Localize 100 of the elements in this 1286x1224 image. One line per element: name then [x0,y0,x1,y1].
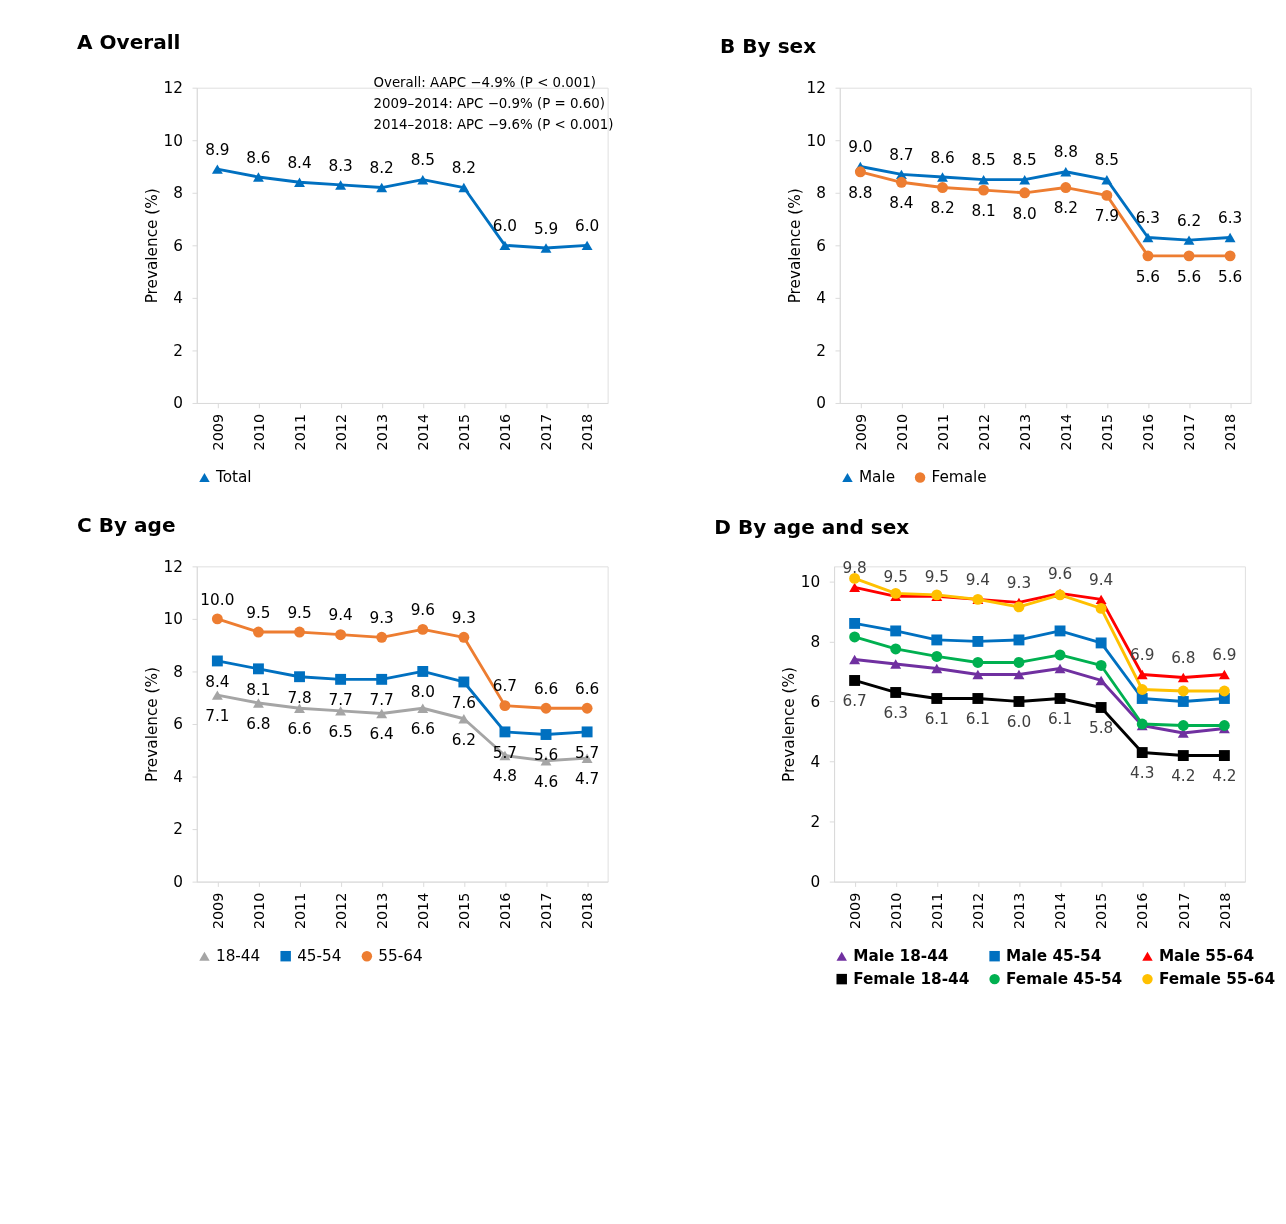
x-tick-label: 2015 [1093,892,1110,930]
legend-label: 18-44 [215,946,261,965]
x-tick-label: 2013 [373,413,390,451]
x-tick-label: 2011 [291,413,308,451]
y-tick-label: 2 [173,820,183,839]
data-label: 9.5 [883,568,908,587]
data-label: 9.5 [287,603,312,622]
legend-label: Male 55-64 [1158,946,1255,965]
y-tick-label: 8 [173,662,183,681]
data-label: 8.8 [848,183,873,202]
x-tick-label: 2013 [1011,892,1028,930]
legend-label: 45-54 [297,946,342,965]
data-label: 5.7 [574,743,600,762]
x-tick-label: 2015 [456,413,473,451]
data-label: 8.5 [410,151,435,170]
legend-label: Total [214,468,252,487]
data-label: 10.0 [200,590,235,609]
data-label: 5.6 [1217,267,1243,286]
data-label: 8.3 [328,156,353,175]
y-tick-label: 4 [173,767,183,786]
legend-label: Male 18-44 [853,946,949,965]
y-axis-title: Prevalence (%) [780,666,799,783]
y-tick-label: 4 [810,752,821,771]
x-tick-label: 2018 [1222,413,1239,451]
y-tick-label: 8 [173,184,183,203]
annotation: 2009–2014: APC −0.9% (P = 0.60) [373,95,605,111]
data-label: 8.0 [1012,204,1037,223]
x-tick-label: 2014 [1058,413,1075,451]
x-tick-label: 2014 [415,892,432,930]
y-tick-label: 4 [173,289,183,308]
data-label: 8.5 [1012,151,1037,170]
x-tick-label: 2012 [970,892,987,930]
data-label: 7.7 [328,691,353,710]
x-tick-label: 2012 [975,413,992,451]
data-label: 7.6 [451,693,476,712]
chart-title: B By sex [720,34,817,59]
data-label: 9.6 [1047,565,1073,584]
data-label: 6.7 [492,677,518,696]
x-tick-label: 2017 [1175,892,1192,930]
data-label: 5.6 [533,746,559,765]
data-label: 6.0 [574,217,600,236]
legend-label: Female 18-44 [853,969,970,988]
data-label: 6.3 [1135,209,1161,228]
data-label: 7.8 [287,688,312,707]
x-tick-label: 2013 [1016,413,1033,451]
data-label: 9.4 [328,606,353,625]
y-axis-title: Prevalence (%) [785,188,804,304]
x-tick-label: 2018 [579,413,596,451]
x-tick-label: 2016 [497,413,514,451]
data-label: 5.7 [492,743,518,762]
x-tick-label: 2014 [1052,892,1069,930]
data-label: 6.6 [574,679,600,698]
data-label: 6.1 [1047,710,1073,729]
y-tick-label: 2 [816,341,826,360]
data-label: 8.1 [246,680,271,699]
data-label: 7.9 [1094,207,1119,226]
x-tick-label: 2018 [1216,892,1233,930]
x-tick-label: 2012 [332,413,349,451]
y-tick-label: 0 [173,872,183,891]
chart-title: C By age [77,512,176,537]
x-tick-label: 2009 [846,892,863,930]
x-tick-label: 2017 [538,892,555,930]
data-label: 8.1 [971,201,996,220]
legend-label: 55-64 [378,946,423,965]
data-label: 8.7 [889,146,914,165]
legend-label: Male [858,468,896,487]
y-axis-title: Prevalence (%) [142,666,161,783]
data-label: 6.6 [287,720,312,739]
data-label: 9.3 [451,608,476,627]
data-label: 6.6 [533,679,559,698]
data-label: 8.4 [889,194,914,213]
y-tick-label: 10 [806,131,826,150]
data-label: 9.6 [410,601,435,620]
annotation: Overall: AAPC −4.9% (P < 0.001) [373,74,597,90]
data-label: 9.8 [842,559,867,578]
data-label: 8.4 [205,672,230,691]
x-tick-label: 2009 [852,413,869,451]
legend-label: Female 45-54 [1006,969,1123,988]
y-axis-title: Prevalence (%) [142,188,161,304]
data-label: 6.1 [965,710,991,729]
data-label: 6.2 [1176,211,1202,230]
data-label: 5.9 [533,219,559,238]
data-label: 7.7 [369,691,394,710]
data-label: 6.6 [410,720,435,739]
x-tick-label: 2015 [1099,413,1116,451]
data-label: 5.6 [1176,267,1202,286]
data-label: 8.4 [287,153,312,172]
y-tick-label: 2 [173,341,183,360]
data-label: 8.2 [1053,199,1078,218]
y-tick-label: 6 [816,236,826,255]
data-label: 6.3 [1217,209,1243,228]
data-label: 6.8 [1171,649,1196,668]
x-tick-label: 2016 [1134,892,1151,930]
data-label: 6.0 [1006,713,1032,732]
y-tick-label: 12 [163,78,183,97]
chart-title: A Overall [77,30,181,55]
x-tick-label: 2010 [887,892,904,930]
y-tick-label: 0 [173,394,183,413]
data-label: 8.6 [246,148,271,167]
data-label: 4.3 [1130,764,1155,783]
